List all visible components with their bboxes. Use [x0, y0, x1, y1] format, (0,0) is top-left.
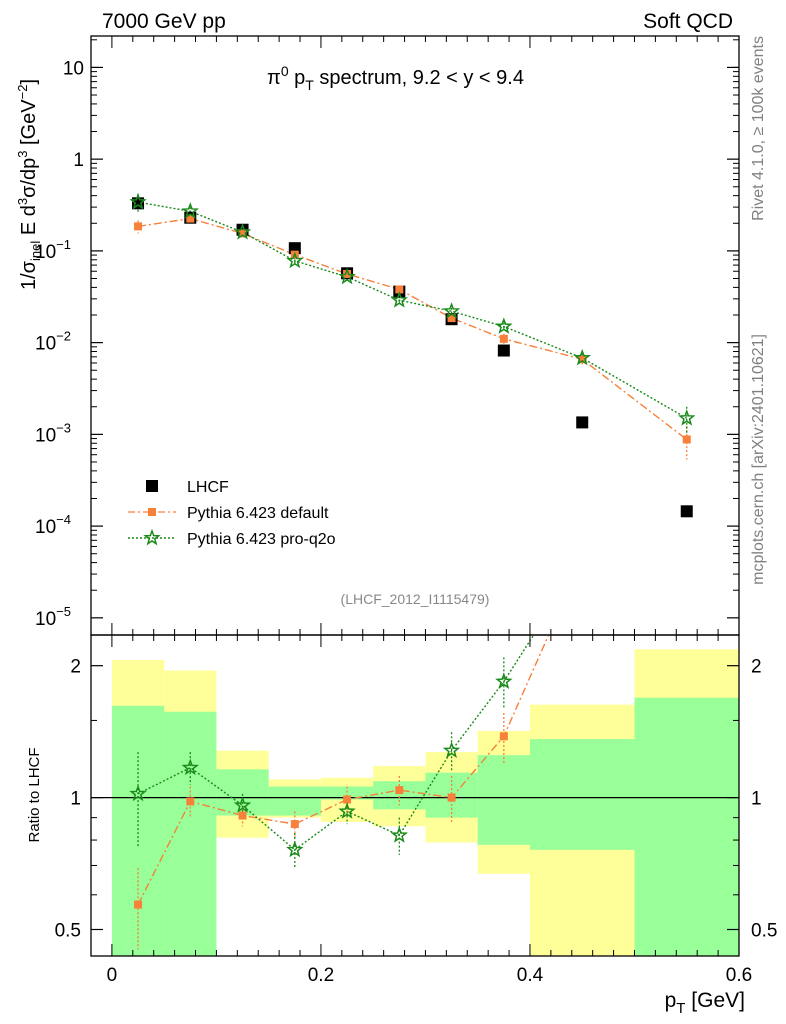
lhcf-point: [576, 416, 589, 429]
ratio-proq2o-point: [286, 840, 304, 858]
default-point: [447, 314, 456, 323]
legend-label-proq2o: Pythia 6.423 pro-q2o: [187, 531, 336, 548]
analysis-label: (LHCF_2012_I1115479): [341, 591, 490, 607]
lhcf-point: [497, 344, 510, 357]
ratio-frame: [90, 634, 740, 957]
proq2o-point: [181, 202, 199, 219]
ratio-proq2o-point: [338, 802, 356, 819]
uncertainty-band-inner: [529, 739, 635, 850]
x-tick-label: 0.2: [308, 965, 334, 986]
y-tick-label: 10−3: [35, 420, 71, 446]
ratio-y-axis-label: Ratio to LHCF: [26, 747, 43, 842]
default-point: [134, 222, 143, 231]
proq2o-point: [442, 302, 461, 319]
y-tick-label: 10−1: [35, 237, 71, 263]
ratio-default-point: [343, 795, 352, 804]
y-axis-label: 1/σinel E d3σ/dp3 [GeV−2]: [15, 79, 43, 290]
proq2o-line: [137, 201, 688, 419]
ratio-default-point: [290, 820, 299, 829]
ratio-panel: 2 2 1 1 0.5 0.5 0 0.2 0.4 0.6 Ratio to LHCF pT [G…: [26, 634, 777, 1017]
legend-label-default: Pythia 6.423 default: [187, 505, 329, 522]
y-tick-label: 10−4: [35, 512, 71, 538]
ratio-y-tick-label-right: 1: [751, 789, 762, 810]
ratio-proq2o-point: [233, 796, 252, 813]
legend-marker-proq2o: [143, 528, 161, 546]
proq2o-point: [390, 291, 409, 308]
lhcf-point: [680, 505, 693, 518]
chart-title: π0 pT spectrum, 9.2 < y < 9.4: [267, 63, 524, 93]
proq2o-point: [573, 348, 591, 366]
default-point: [499, 334, 508, 343]
y-tick-label: 10: [63, 58, 84, 79]
y-tick-label: 1: [73, 150, 84, 171]
ratio-proq2o-point: [442, 741, 461, 759]
ratio-proq2o-point: [390, 826, 409, 843]
proq2o-point: [338, 267, 356, 285]
x-tick-label: 0.6: [726, 965, 752, 986]
ratio-y-tick-label: 2: [70, 657, 81, 678]
default-point: [238, 229, 247, 238]
default-point: [186, 214, 195, 223]
uncertainty-band-inner: [320, 786, 374, 800]
spectrum-panel: 10 1 10−1 10−2 10−3 10−4 10−5 π0 pT spectrum, …: [15, 35, 740, 636]
default-point: [343, 269, 352, 278]
energy-label: 7000 GeV pp: [102, 10, 226, 33]
ratio-default-line: [137, 635, 550, 905]
default-point: [578, 355, 587, 364]
mcplots-label: mcplots.cern.ch [arXiv:2401.10621]: [750, 334, 767, 585]
ratio-default-point: [447, 793, 456, 802]
default-point: [682, 435, 691, 444]
legend-marker-default: [148, 508, 156, 516]
proq2o-point: [233, 223, 252, 240]
proq2o-point: [286, 251, 304, 269]
ratio-proq2o-point: [129, 784, 147, 802]
uncertainty-band-inner: [111, 705, 165, 956]
y-tick-label: 10−2: [35, 329, 71, 355]
uncertainty-band-inner: [164, 711, 217, 956]
ratio-y-tick-label-right: 2: [751, 657, 762, 678]
category-label: Soft QCD: [643, 10, 733, 33]
ratio-default-point: [134, 900, 143, 909]
legend: LHCF Pythia 6.423 default Pythia 6.423 p…: [128, 479, 336, 548]
ratio-y-tick-label: 1: [70, 789, 81, 810]
uncertainty-band-inner: [634, 697, 739, 956]
proq2o-point: [129, 192, 147, 210]
x-tick-label: 0.4: [517, 965, 544, 986]
proq2o-point: [495, 317, 513, 334]
legend-label-lhcf: LHCF: [187, 479, 229, 496]
rivet-label: Rivet 4.1.0, ≥ 100k events: [750, 36, 767, 221]
ratio-default-point: [499, 732, 508, 741]
proq2o-point: [678, 409, 696, 426]
uncertainty-band-inner: [477, 755, 530, 845]
ratio-y-tick-label-right: 0.5: [751, 920, 777, 941]
default-line: [137, 217, 688, 441]
ratio-proq2o-point: [495, 672, 513, 689]
legend-marker-lhcf: [146, 480, 158, 492]
ratio-default-point: [186, 797, 195, 806]
ratio-default-point: [238, 811, 247, 820]
ratio-proq2o-point: [181, 758, 199, 776]
default-point: [395, 285, 404, 294]
uncertainty-band-inner: [268, 786, 321, 816]
ratio-default-point: [395, 786, 404, 795]
x-tick-label: 0: [107, 965, 118, 986]
y-tick-label: 10−5: [35, 604, 71, 630]
legend-star: [143, 528, 161, 546]
ratio-y-tick-label: 0.5: [55, 920, 81, 941]
x-axis-label: pT [GeV]: [665, 989, 745, 1017]
